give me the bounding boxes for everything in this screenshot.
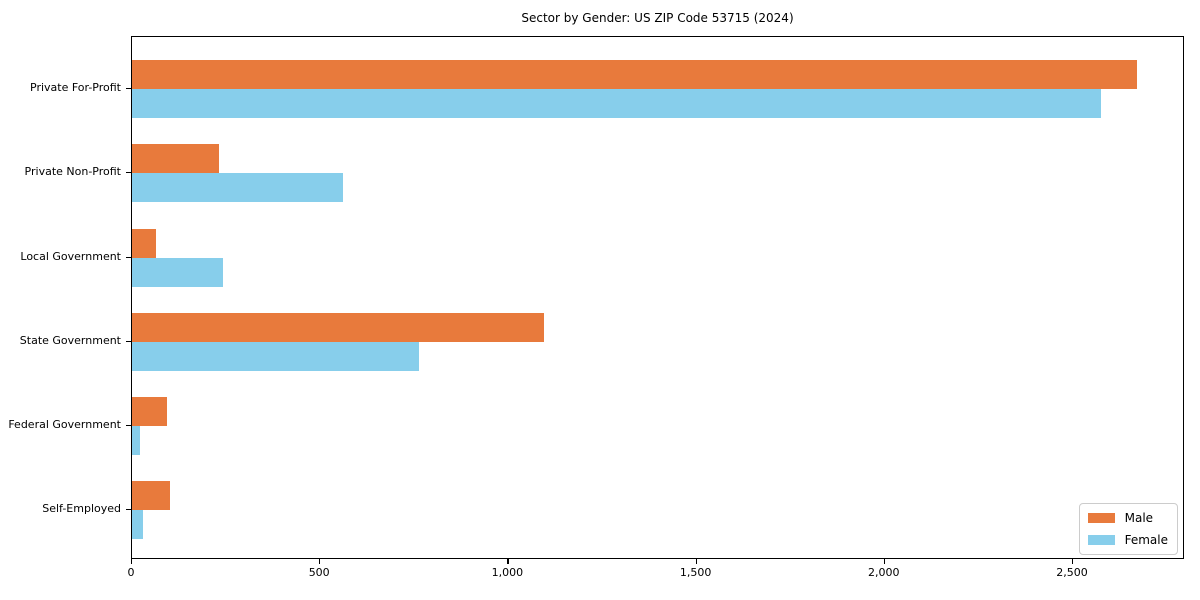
legend: Male Female <box>1078 503 1178 555</box>
bar-male-private-non-profit <box>132 144 219 173</box>
bar-female-private-for-profit <box>132 89 1102 118</box>
ytick-label-self-employed: Self-Employed <box>42 502 121 515</box>
xtick-label-1-500: 1,500 <box>679 566 712 579</box>
legend-item-male: Male <box>1087 511 1168 525</box>
legend-label-male: Male <box>1124 511 1154 525</box>
bar-male-state-government <box>132 313 545 342</box>
ytick-mark <box>126 172 131 174</box>
xtick-label-500: 500 <box>308 566 330 579</box>
bar-male-federal-government <box>132 397 167 426</box>
ytick-mark <box>126 88 131 90</box>
ytick-label-private-non-profit: Private Non-Profit <box>24 165 121 178</box>
xtick-mark <box>319 559 321 564</box>
bar-female-federal-government <box>132 426 140 455</box>
plot-area: Male Female <box>131 36 1184 559</box>
bar-female-private-non-profit <box>132 173 343 202</box>
chart-title: Sector by Gender: US ZIP Code 53715 (202… <box>521 11 794 25</box>
ytick-mark <box>126 341 131 343</box>
ytick-mark <box>126 425 131 427</box>
ytick-label-state-government: State Government <box>19 334 121 347</box>
bar-female-self-employed <box>132 510 144 539</box>
xtick-label-2-500: 2,500 <box>1056 566 1088 579</box>
xtick-label-2-000: 2,000 <box>868 566 900 579</box>
legend-label-female: Female <box>1124 533 1168 547</box>
ytick-label-federal-government: Federal Government <box>8 418 121 431</box>
ytick-mark <box>126 257 131 259</box>
xtick-label-0: 0 <box>127 566 135 579</box>
xtick-mark <box>1072 559 1074 564</box>
xtick-mark <box>883 559 885 564</box>
bar-male-self-employed <box>132 481 170 510</box>
bar-female-local-government <box>132 258 224 287</box>
xtick-mark <box>507 559 509 564</box>
bar-female-state-government <box>132 342 419 371</box>
ytick-label-private-for-profit: Private For-Profit <box>30 81 121 94</box>
xtick-mark <box>695 559 697 564</box>
bar-male-local-government <box>132 229 157 258</box>
female-series-swatch <box>1087 535 1115 545</box>
xtick-label-1-000: 1,000 <box>491 566 524 579</box>
legend-item-female: Female <box>1087 533 1168 547</box>
male-series-swatch <box>1087 513 1115 523</box>
ytick-label-local-government: Local Government <box>20 250 121 263</box>
bar-male-private-for-profit <box>132 60 1137 89</box>
xtick-mark <box>131 559 133 564</box>
ytick-mark <box>126 509 131 511</box>
